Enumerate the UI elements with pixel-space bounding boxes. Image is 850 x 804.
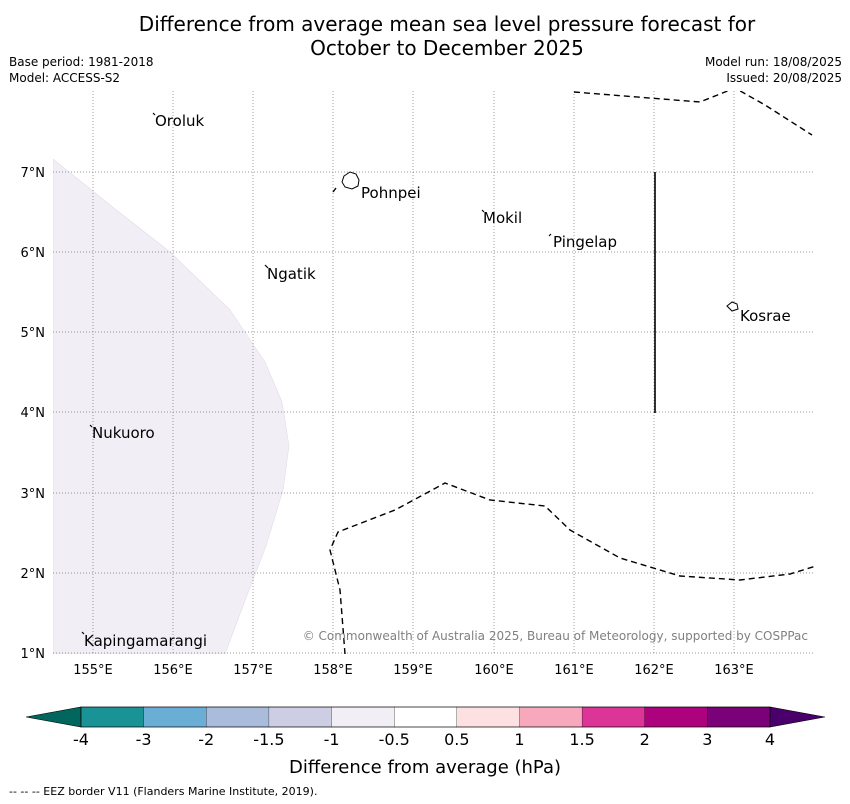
colorbar-segment [456, 706, 520, 728]
lon-tick-label: 157°E [233, 663, 273, 678]
colorbar-tick-label: -2 [198, 730, 214, 749]
place-label-kapingamarangi: Kapingamarangi [84, 632, 207, 650]
colorbar-tick-label: 4 [765, 730, 775, 749]
place-label-kosrae: Kosrae [740, 307, 791, 325]
lon-tick-label: 158°E [313, 663, 353, 678]
colorbar-frame [80, 706, 771, 728]
copyright-notice: © Commonwealth of Australia 2025, Bureau… [303, 629, 808, 643]
lon-tick-label: 162°E [634, 663, 674, 678]
eez-footnote: -- -- -- EEZ border V11 (Flanders Marine… [9, 785, 318, 798]
colorbar-segment [581, 706, 646, 728]
oroluk-atoll [152, 112, 156, 116]
colorbar-tick-label: 0.5 [444, 730, 469, 749]
lat-tick-label: 5°N [21, 326, 46, 341]
pohnpei-island [341, 171, 360, 190]
colorbar-tick-label: -0.5 [379, 730, 410, 749]
colorbar-tick-label: 3 [702, 730, 712, 749]
lon-tick-label: 156°E [153, 663, 193, 678]
lon-tick-label: 160°E [474, 663, 514, 678]
place-label-pohnpei: Pohnpei [361, 184, 421, 202]
colorbar-segment [206, 706, 270, 728]
model-name: Model: ACCESS-S2 [9, 71, 121, 85]
colorbar-tick-label: 1.5 [569, 730, 594, 749]
colorbar-segment [80, 706, 145, 728]
lon-tick-label: 155°E [73, 663, 113, 678]
colorbar-segment [143, 706, 207, 728]
title-line-2: October to December 2025 [310, 36, 584, 60]
colorbar-tick-label: -1 [324, 730, 340, 749]
nukuoro-atoll [89, 424, 93, 428]
eez-border-south [329, 482, 814, 654]
eez-borders [329, 91, 814, 654]
colorbar-tick-label: 1 [514, 730, 524, 749]
colorbar-segment [394, 706, 458, 728]
colorbar-segment [331, 706, 395, 728]
eez-border-stub [332, 187, 337, 193]
colorbar-tick-label: 2 [640, 730, 650, 749]
lon-tick-label: 163°E [714, 663, 754, 678]
place-label-pingelap: Pingelap [553, 233, 617, 251]
issued-date: Issued: 20/08/2025 [726, 71, 842, 85]
islands [81, 112, 739, 635]
gridlines [53, 91, 814, 654]
colorbar-segment [519, 706, 583, 728]
base-period: Base period: 1981-2018 [9, 55, 154, 69]
model-run: Model run: 18/08/2025 [704, 55, 842, 69]
lat-tick-label: 6°N [21, 246, 46, 261]
mokil-atoll [481, 209, 485, 213]
colorbar: -4 -3 -2 -1.5 -1 -0.5 0.5 1 1.5 2 3 4 [25, 706, 826, 749]
place-label-oroluk: Oroluk [155, 112, 204, 130]
place-label-nukuoro: Nukuoro [92, 424, 155, 442]
kapingamarangi-atoll [81, 631, 85, 635]
title-line-1: Difference from average mean sea level p… [138, 12, 756, 36]
place-label-ngatik: Ngatik [267, 265, 316, 283]
colorbar-segment [644, 706, 708, 728]
pingelap-atoll [548, 233, 552, 237]
lat-tick-label: 3°N [21, 487, 46, 502]
colorbar-under-arrow [25, 706, 82, 728]
lat-tick-label: 1°N [21, 647, 46, 662]
lon-tick-label: 161°E [554, 663, 594, 678]
colorbar-tick-label: -3 [136, 730, 152, 749]
chart-title: Difference from average mean sea level p… [0, 12, 850, 60]
ngatik-atoll [264, 264, 269, 269]
colorbar-tick-label: -4 [73, 730, 89, 749]
colorbar-label: Difference from average (hPa) [289, 757, 561, 778]
place-label-mokil: Mokil [483, 209, 522, 227]
colorbar-segment [707, 706, 771, 728]
lat-tick-label: 2°N [21, 567, 46, 582]
lat-tick-label: 7°N [21, 166, 46, 181]
lat-tick-label: 4°N [21, 406, 46, 421]
eez-border-north [573, 91, 813, 136]
negative-anomaly-region [53, 158, 290, 654]
kosrae-island [726, 301, 739, 312]
meta-right: Model run: 18/08/2025 Issued: 20/08/2025 [705, 54, 842, 86]
colorbar-tick-label: -1.5 [253, 730, 284, 749]
colorbar-segment [268, 706, 332, 728]
lon-tick-label: 159°E [393, 663, 433, 678]
colorbar-over-arrow [769, 706, 826, 728]
meta-left: Base period: 1981-2018 Model: ACCESS-S2 [9, 54, 154, 86]
